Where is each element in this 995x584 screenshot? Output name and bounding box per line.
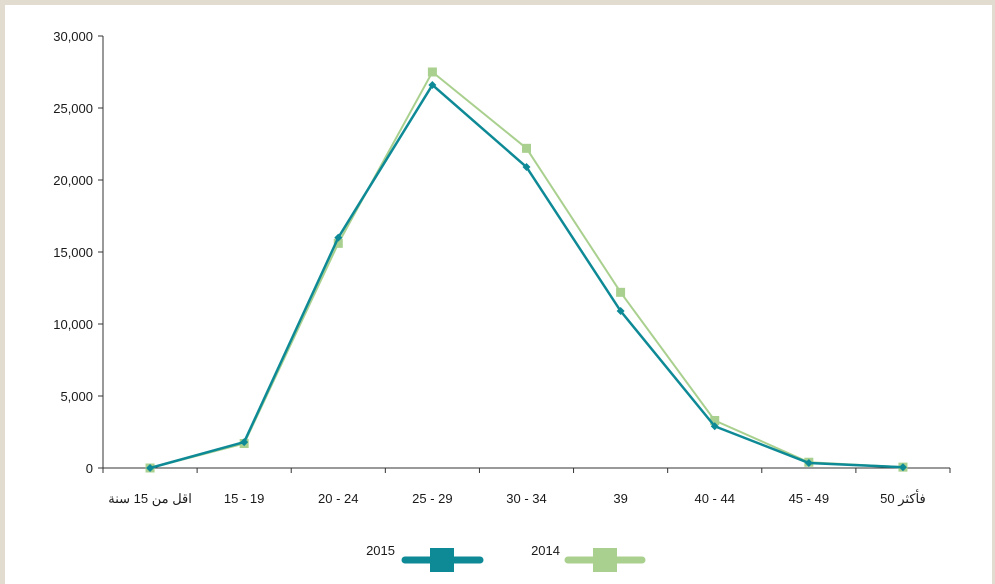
data-point-2015 xyxy=(804,458,813,467)
data-point-2014 xyxy=(616,287,626,297)
x-tick-label: 40 - 44 xyxy=(694,491,734,506)
legend-marker xyxy=(593,548,617,572)
y-tick-label: 0 xyxy=(86,461,93,476)
y-tick-label: 15,000 xyxy=(53,245,93,260)
x-tick-label: 45 - 49 xyxy=(789,491,829,506)
data-point-2014 xyxy=(710,415,720,425)
x-tick-label: 20 - 24 xyxy=(318,491,358,506)
x-tick-label: 30 - 34 xyxy=(506,491,546,506)
legend-label: 2015 xyxy=(366,543,395,558)
data-point-2014 xyxy=(333,238,343,248)
x-tick-label: 15 - 19 xyxy=(224,491,264,506)
x-tick-label: اقل من 15 سنة xyxy=(108,491,192,507)
legend-marker xyxy=(430,548,454,572)
x-tick-label: 25 - 29 xyxy=(412,491,452,506)
data-point-2015 xyxy=(240,438,249,447)
x-axis: اقل من 15 سنة 15 - 19 20 - 24 25 - 29 30 - 3… xyxy=(102,467,951,507)
y-tick-label: 5,000 xyxy=(60,389,93,404)
series-line-2015 xyxy=(149,83,904,470)
series-2015 xyxy=(146,80,907,472)
legend-label: 2014 xyxy=(531,543,560,558)
legend-item-2014: 2014 xyxy=(531,543,646,572)
data-point-2015 xyxy=(710,422,719,431)
data-point-2015 xyxy=(428,80,437,89)
legend-item-2015: 2015 xyxy=(366,543,484,572)
series-2014 xyxy=(145,67,908,473)
y-axis: 0 5,000 10,000 15,000 20,000 25,000 30,000 xyxy=(53,29,104,476)
data-point-2015 xyxy=(146,464,155,472)
data-point-2014 xyxy=(522,143,531,153)
series-line-2014 xyxy=(149,70,903,469)
y-tick-label: 10,000 xyxy=(53,317,93,332)
x-tick-label: 50 فأكثر xyxy=(880,489,926,507)
y-tick-label: 25,000 xyxy=(53,101,93,116)
legend: 2015 2014 xyxy=(366,543,646,572)
series-layer xyxy=(145,67,908,473)
x-tick-label: 39 xyxy=(613,491,627,506)
data-point-2015 xyxy=(522,163,531,172)
y-tick-label: 20,000 xyxy=(53,173,93,188)
data-point-2015 xyxy=(334,233,343,242)
data-point-2015 xyxy=(616,307,625,316)
data-point-2014 xyxy=(427,67,437,77)
y-tick-label: 30,000 xyxy=(53,29,93,44)
data-point-2015 xyxy=(898,463,907,472)
